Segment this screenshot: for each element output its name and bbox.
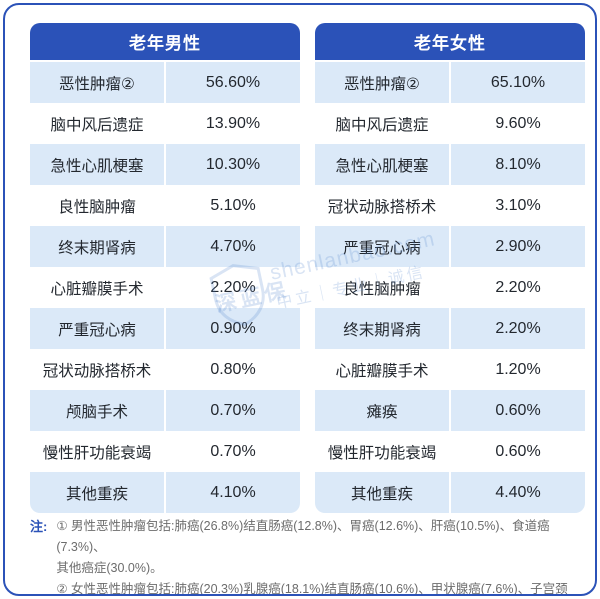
table-row: 恶性肿瘤② 56.60% (30, 62, 300, 103)
disease-label: 脑中风后遗症 (30, 103, 164, 144)
table-row: 良性脑肿瘤 2.20% (315, 267, 585, 308)
table-row: 急性心肌梗塞 8.10% (315, 144, 585, 185)
disease-label: 冠状动脉搭桥术 (315, 185, 449, 226)
note-text-block: ① 男性恶性肿瘤包括:肺癌(26.8%)结直肠癌(12.8%)、胃癌(12.6%… (56, 516, 575, 596)
table-row: 恶性肿瘤② 65.10% (315, 62, 585, 103)
table-row: 严重冠心病 2.90% (315, 226, 585, 267)
disease-label: 恶性肿瘤② (315, 62, 449, 103)
table-row: 良性脑肿瘤 5.10% (30, 185, 300, 226)
table-row: 冠状动脉搭桥术 0.80% (30, 349, 300, 390)
disease-label: 严重冠心病 (30, 308, 164, 349)
percentage-value: 4.10% (166, 472, 300, 513)
disease-label: 急性心肌梗塞 (315, 144, 449, 185)
table-elderly-female: 老年女性 恶性肿瘤② 65.10% 脑中风后遗症 9.60% 急性心肌梗塞 8.10% 冠状… (315, 23, 585, 513)
disease-label: 冠状动脉搭桥术 (30, 349, 164, 390)
percentage-value: 0.70% (166, 431, 300, 472)
table-body-female: 恶性肿瘤② 65.10% 脑中风后遗症 9.60% 急性心肌梗塞 8.10% 冠状动脉搭桥术… (315, 62, 585, 513)
percentage-value: 0.60% (451, 431, 585, 472)
percentage-value: 13.90% (166, 103, 300, 144)
disease-label: 心脏瓣膜手术 (315, 349, 449, 390)
percentage-value: 0.60% (451, 390, 585, 431)
table-row: 严重冠心病 0.90% (30, 308, 300, 349)
table-row: 其他重疾 4.10% (30, 472, 300, 513)
table-row: 慢性肝功能衰竭 0.60% (315, 431, 585, 472)
disease-label: 良性脑肿瘤 (30, 185, 164, 226)
tables-container: 老年男性 恶性肿瘤② 56.60% 脑中风后遗症 13.90% 急性心肌梗塞 10.30%… (30, 23, 585, 513)
table-row: 脑中风后遗症 13.90% (30, 103, 300, 144)
disease-label: 终末期肾病 (315, 308, 449, 349)
percentage-value: 56.60% (166, 62, 300, 103)
percentage-value: 65.10% (451, 62, 585, 103)
table-elderly-male: 老年男性 恶性肿瘤② 56.60% 脑中风后遗症 13.90% 急性心肌梗塞 10.30%… (30, 23, 300, 513)
disease-label: 颅脑手术 (30, 390, 164, 431)
disease-label: 其他重疾 (315, 472, 449, 513)
disease-label: 脑中风后遗症 (315, 103, 449, 144)
percentage-value: 5.10% (166, 185, 300, 226)
percentage-value: 2.20% (451, 308, 585, 349)
percentage-value: 0.70% (166, 390, 300, 431)
table-row: 心脏瓣膜手术 1.20% (315, 349, 585, 390)
table-row: 其他重疾 4.40% (315, 472, 585, 513)
disease-label: 瘫痪 (315, 390, 449, 431)
table-header-male: 老年男性 (30, 23, 300, 60)
percentage-value: 10.30% (166, 144, 300, 185)
disease-label: 慢性肝功能衰竭 (315, 431, 449, 472)
disease-label: 恶性肿瘤② (30, 62, 164, 103)
percentage-value: 2.90% (451, 226, 585, 267)
table-row: 颅脑手术 0.70% (30, 390, 300, 431)
table-row: 脑中风后遗症 9.60% (315, 103, 585, 144)
table-row: 终末期肾病 4.70% (30, 226, 300, 267)
table-row: 瘫痪 0.60% (315, 390, 585, 431)
footnotes: 注: ① 男性恶性肿瘤包括:肺癌(26.8%)结直肠癌(12.8%)、胃癌(12… (30, 516, 575, 596)
disease-label: 严重冠心病 (315, 226, 449, 267)
disease-label: 其他重疾 (30, 472, 164, 513)
note-2-line-1: ② 女性恶性肿瘤包括:肺癌(20.3%)乳腺癌(18.1%)结直肠癌(10.6%… (56, 582, 568, 596)
percentage-value: 8.10% (451, 144, 585, 185)
table-header-female: 老年女性 (315, 23, 585, 60)
infographic-frame: 老年男性 恶性肿瘤② 56.60% 脑中风后遗症 13.90% 急性心肌梗塞 10.30%… (3, 3, 597, 596)
percentage-value: 1.20% (451, 349, 585, 390)
table-body-male: 恶性肿瘤② 56.60% 脑中风后遗症 13.90% 急性心肌梗塞 10.30% 良性脑肿瘤… (30, 62, 300, 513)
note-1-line-1: ① 男性恶性肿瘤包括:肺癌(26.8%)结直肠癌(12.8%)、胃癌(12.6%… (56, 519, 550, 554)
disease-label: 心脏瓣膜手术 (30, 267, 164, 308)
percentage-value: 9.60% (451, 103, 585, 144)
table-row: 心脏瓣膜手术 2.20% (30, 267, 300, 308)
note-label: 注: (30, 519, 48, 534)
disease-label: 慢性肝功能衰竭 (30, 431, 164, 472)
table-row: 终末期肾病 2.20% (315, 308, 585, 349)
percentage-value: 0.80% (166, 349, 300, 390)
percentage-value: 2.20% (166, 267, 300, 308)
percentage-value: 2.20% (451, 267, 585, 308)
disease-label: 良性脑肿瘤 (315, 267, 449, 308)
percentage-value: 0.90% (166, 308, 300, 349)
percentage-value: 4.40% (451, 472, 585, 513)
table-row: 慢性肝功能衰竭 0.70% (30, 431, 300, 472)
note-1-line-2: 其他癌症(30.0%)。 (56, 561, 163, 575)
disease-label: 终末期肾病 (30, 226, 164, 267)
disease-label: 急性心肌梗塞 (30, 144, 164, 185)
table-row: 冠状动脉搭桥术 3.10% (315, 185, 585, 226)
percentage-value: 4.70% (166, 226, 300, 267)
table-row: 急性心肌梗塞 10.30% (30, 144, 300, 185)
percentage-value: 3.10% (451, 185, 585, 226)
